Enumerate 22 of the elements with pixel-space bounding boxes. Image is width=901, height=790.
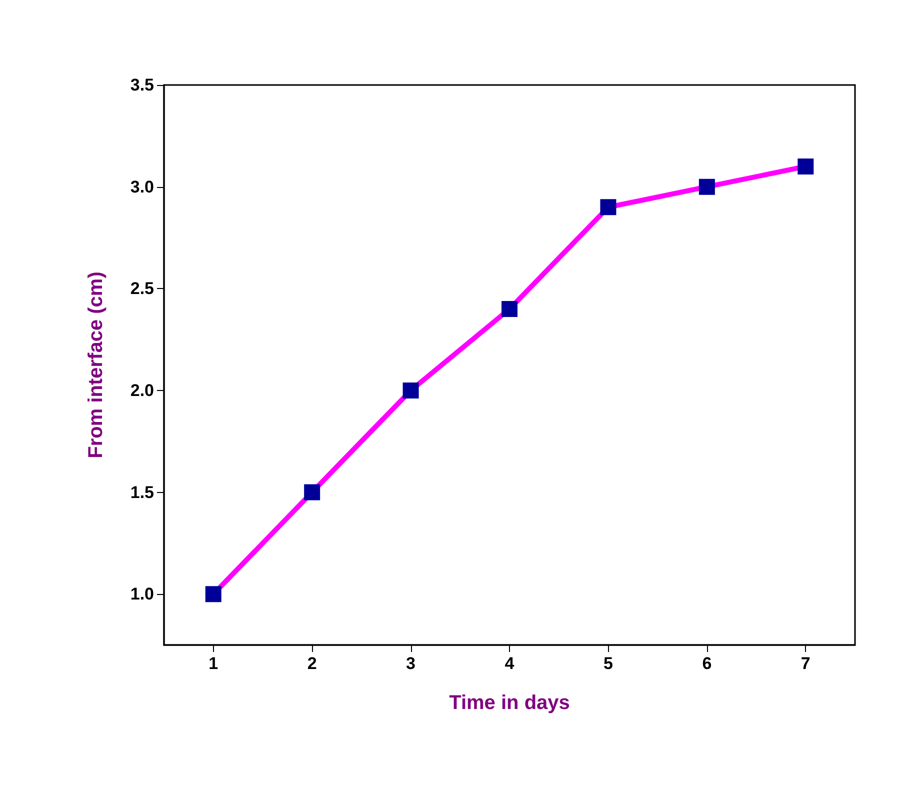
point: [304, 484, 320, 500]
point: [798, 158, 814, 174]
y-tick-label: 2.5: [130, 279, 154, 298]
y-tick-label: 3.5: [130, 76, 154, 94]
x-tick-label: 5: [603, 654, 613, 673]
x-tick-label: 3: [406, 654, 416, 673]
x-tick-label: 2: [307, 654, 317, 673]
x-tick-label: 1: [208, 654, 218, 673]
x-axis-title: Time in days: [449, 692, 570, 714]
point: [698, 178, 715, 195]
point: [600, 199, 616, 216]
point: [402, 382, 419, 398]
x-tick-label: 6: [702, 654, 712, 673]
y-tick-label: 1.0: [130, 584, 154, 604]
y-tick-label: 2.0: [130, 380, 154, 400]
point: [205, 586, 222, 602]
y-axis-title: From interface (cm): [85, 272, 107, 458]
x-tick-label: 4: [504, 654, 515, 673]
y-tick-label: 3.0: [130, 177, 154, 196]
point: [502, 301, 518, 317]
x-tick-label: 7: [800, 654, 810, 673]
y-tick-label: 1.5: [130, 482, 154, 502]
